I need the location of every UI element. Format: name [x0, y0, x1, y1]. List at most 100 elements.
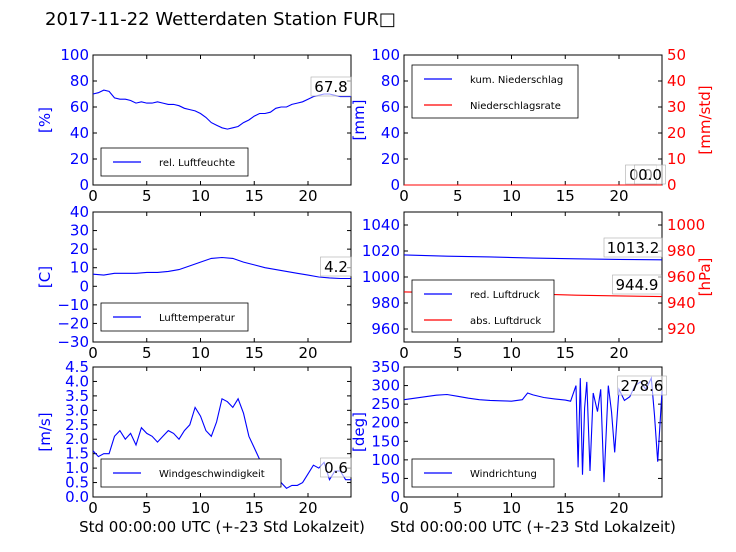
series-line [403, 254, 663, 261]
legend-label: red. Luftdruck [470, 290, 540, 301]
y-tick-label-right: 960 [667, 268, 696, 286]
x-tick-label: 20 [609, 187, 628, 205]
y-tick-label-right: 920 [667, 320, 696, 338]
y-tick-label: 960 [371, 320, 400, 338]
y-tick-label-right: 980 [667, 242, 696, 260]
y-tick-label-right: 0 [667, 176, 677, 194]
y-tick-label: −20 [57, 314, 89, 332]
x-tick-label: 0 [399, 344, 409, 362]
legend-label: abs. Luftdruck [470, 316, 541, 327]
y-tick-label: 350 [371, 358, 400, 376]
y-tick-label: 60 [70, 98, 89, 116]
x-tick-label: 20 [298, 344, 317, 362]
legend-label: Niederschlagsrate [470, 101, 561, 112]
value-annotation-box [320, 256, 352, 277]
y-tick-label: 1.0 [65, 459, 89, 477]
y-tick-label: 0 [79, 176, 89, 194]
y-tick-label: 40 [70, 124, 89, 142]
y-tick-label-right: 1000 [667, 216, 705, 234]
value-annotation-right-box [634, 164, 666, 185]
value-annotation-box [617, 375, 667, 396]
x-tick-label: 5 [453, 187, 463, 205]
x-tick-label: 0 [399, 499, 409, 517]
y-tick-label: 60 [381, 98, 400, 116]
x-tick-label: 10 [191, 187, 210, 205]
x-tick-label: 15 [556, 499, 575, 517]
y-tick-label: 0 [390, 488, 400, 506]
y-tick-label-right: 40 [667, 72, 686, 90]
y-axis-label-right: [mm/std] [696, 85, 714, 154]
y-axis-label: [m/s] [36, 412, 54, 451]
y-tick-label: 0 [79, 277, 89, 295]
y-tick-label: −10 [57, 296, 89, 314]
x-tick-label: 20 [609, 344, 628, 362]
y-tick-label: 980 [371, 294, 400, 312]
x-tick-label: 15 [556, 187, 575, 205]
x-tick-label: 10 [191, 499, 210, 517]
y-tick-label: 30 [70, 222, 89, 240]
y-tick-label: 100 [60, 46, 89, 64]
value-annotation-right: 944.9 [616, 276, 659, 294]
y-tick-label: 4.0 [65, 372, 89, 390]
x-tick-label: 20 [298, 499, 317, 517]
x-axis-label: Std 00:00:00 UTC (+-23 Std Lokalzeit) [390, 518, 676, 536]
legend-label: kum. Niederschlag [470, 75, 563, 86]
y-tick-label-right: 30 [667, 98, 686, 116]
series-line [92, 397, 351, 489]
panel-precipitation: 0 5 10 15 20 0 20 40 60 80 100 0 10 20 30 40 50 [mm/std] [… [350, 46, 714, 205]
x-tick-label: 15 [245, 499, 264, 517]
value-annotation-right-box [612, 274, 662, 295]
y-axis-label: [C] [36, 266, 54, 288]
x-tick-label: 5 [142, 187, 152, 205]
value-annotation: 4.2 [324, 258, 348, 276]
y-tick-label: 1.5 [65, 445, 89, 463]
x-axis-label: Std 00:00:00 UTC (+-23 Std Lokalzeit) [79, 518, 365, 536]
y-tick-label: 50 [381, 469, 400, 487]
x-tick-label: 0 [88, 344, 98, 362]
x-tick-label: 20 [298, 187, 317, 205]
x-tick-label: 5 [142, 344, 152, 362]
y-tick-label: 2.0 [65, 430, 89, 448]
y-tick-label: 80 [70, 72, 89, 90]
x-tick-label: 15 [245, 344, 264, 362]
y-tick-label: 150 [371, 432, 400, 450]
y-tick-label: 40 [70, 203, 89, 221]
y-tick-label: −30 [57, 333, 89, 351]
x-tick-label: 5 [142, 499, 152, 517]
y-tick-label: 250 [371, 395, 400, 413]
y-axis-label-right: [hPa] [696, 258, 714, 297]
y-axis-label: [deg] [350, 412, 368, 452]
legend-label: Windrichtung [470, 469, 537, 480]
x-tick-label: 20 [609, 499, 628, 517]
y-tick-label: 1000 [362, 268, 400, 286]
y-axis-label: [%] [36, 107, 54, 133]
panel-humidity: 0 5 10 15 20 0 20 40 60 80 100 [%] rel. Luftfeuchte 6… [36, 46, 352, 205]
y-tick-label: 0.0 [65, 488, 89, 506]
value-annotation-box [310, 76, 352, 97]
y-tick-label: 20 [381, 150, 400, 168]
series-line [92, 256, 351, 280]
legend-label: Windgeschwindigkeit [159, 469, 265, 480]
y-tick-label-right: 50 [667, 46, 686, 64]
y-tick-label: 2.5 [65, 416, 89, 434]
panel-pressure: 0 5 10 15 20 960 980 1000 1020 1040 920 940 960 980 10… [362, 211, 714, 362]
x-tick-label: 5 [453, 344, 463, 362]
value-annotation: 278.6 [621, 377, 664, 395]
value-annotation: 1013.2 [607, 239, 660, 257]
x-tick-label: 10 [191, 344, 210, 362]
y-tick-label-right: 10 [667, 150, 686, 168]
y-tick-label: 0.5 [65, 474, 89, 492]
y-tick-label: 3.0 [65, 401, 89, 419]
y-tick-label: 300 [371, 377, 400, 395]
y-tick-label: 100 [371, 46, 400, 64]
y-tick-label: 40 [381, 124, 400, 142]
panel-wind_speed: 0 5 10 15 20 0.00.51.01.52.02.53.03.54.04.5 [m… [36, 358, 365, 536]
legend-box [411, 279, 555, 333]
x-tick-label: 10 [502, 344, 521, 362]
value-annotation-box [320, 457, 352, 478]
figure-title: 2017-11-22 Wetterdaten Station FUR□ [45, 9, 396, 30]
y-tick-label: 20 [70, 240, 89, 258]
y-tick-label-right: 940 [667, 294, 696, 312]
legend-box [411, 64, 579, 119]
x-tick-label: 10 [502, 499, 521, 517]
